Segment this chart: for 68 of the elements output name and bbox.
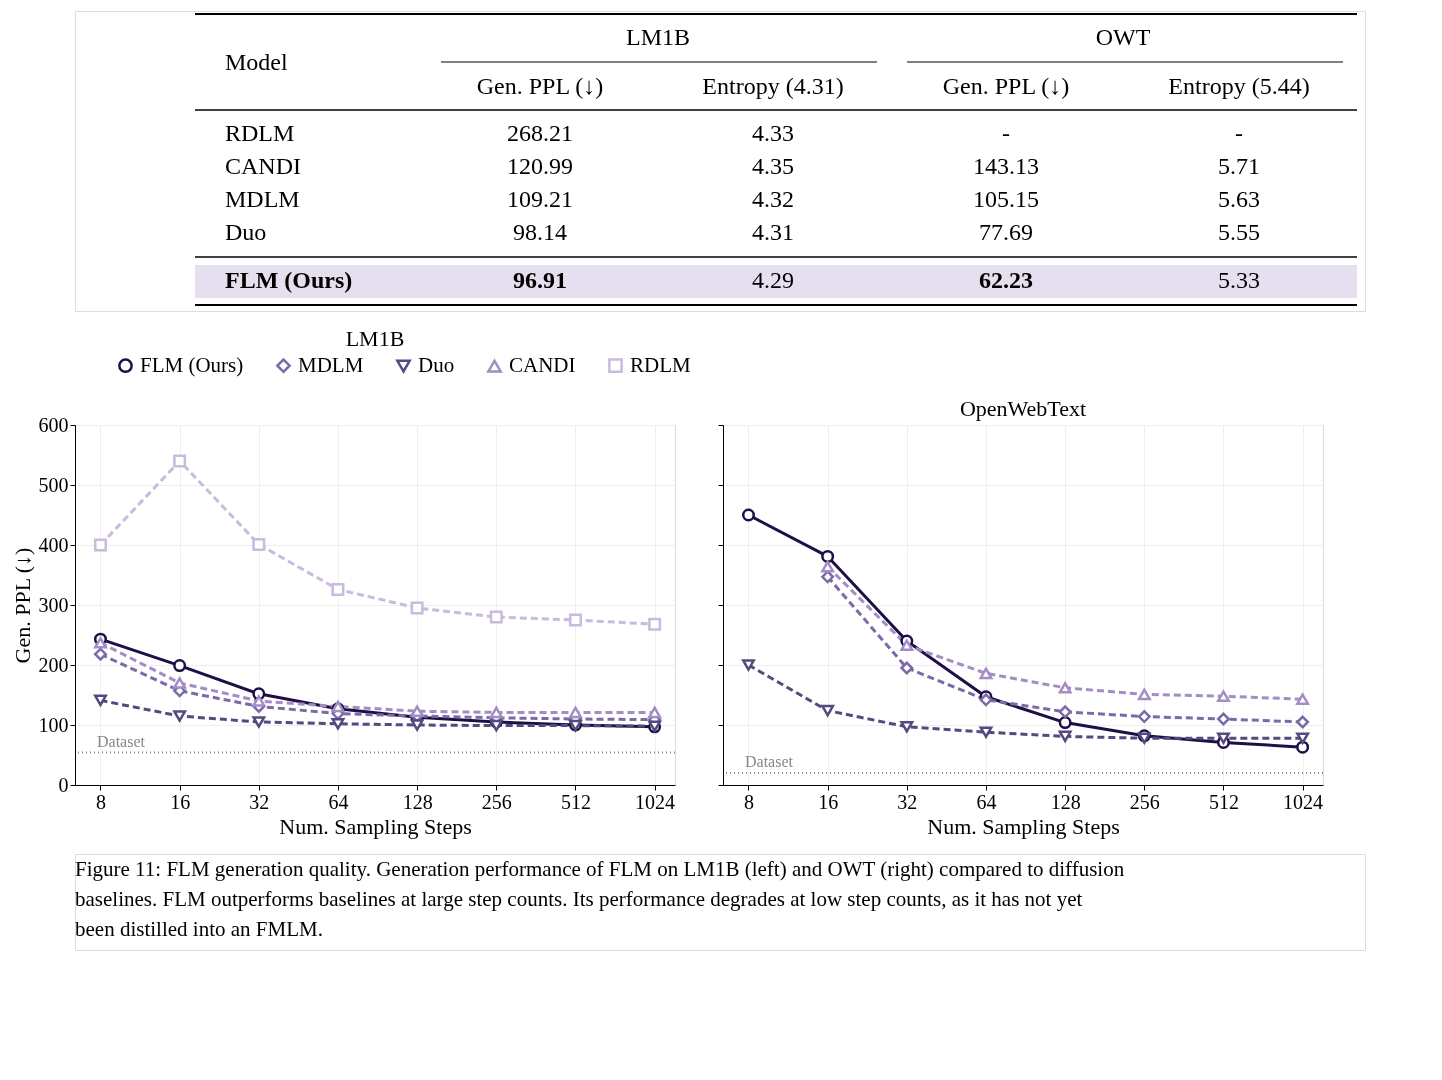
legend-label: Duo [418,353,455,378]
text: 4.31 [752,219,794,245]
text: MDLM [225,186,300,212]
text: 268.21 [507,120,573,146]
chart-title: LM1B [345,326,405,351]
x-tick-label: 512 [1208,790,1239,813]
text: Entropy (5.44) [1168,73,1310,99]
text: FLM (Ours) [225,267,353,293]
text: - [1002,120,1010,146]
text: CANDI [225,153,301,179]
y-tick-label: 300 [38,593,69,616]
x-tick-label: 8 [95,790,106,813]
legend-label: MDLM [298,352,364,377]
y-tick-label: 500 [38,473,69,496]
text: 5.33 [1218,267,1260,293]
x-tick-label: 16 [170,790,191,813]
text: LM1B [625,24,691,50]
x-tick-label: 8 [743,790,754,813]
legend-label: FLM (Ours) [140,352,244,377]
x-axis-title: Num. Sampling Steps [927,813,1120,839]
text: 5.55 [1218,219,1260,245]
ref-line-label: Dataset [97,732,146,750]
text: 4.33 [752,120,794,146]
text: 96.91 [513,267,567,293]
text: 4.32 [752,186,794,212]
x-tick-label: 32 [897,790,918,813]
x-tick-label: 1024 [1283,790,1324,813]
text: RDLM [225,120,295,146]
text: 105.15 [973,186,1039,212]
text: 77.69 [979,219,1033,245]
x-tick-label: 32 [249,790,270,813]
text: 98.14 [513,219,567,245]
text: Model [225,49,288,75]
text: 62.23 [979,267,1033,293]
legend-label: RDLM [630,352,691,377]
y-axis-title: Gen. PPL (↓) [9,547,35,664]
y-tick-label: 100 [38,713,69,736]
legend-label: CANDI [509,353,576,378]
text: 5.63 [1218,186,1260,212]
x-tick-label: 128 [402,790,433,813]
text: 109.21 [507,186,573,212]
text: 4.35 [752,153,794,179]
y-tick-label: 400 [38,533,69,556]
text: OWT [1095,24,1151,50]
text: 143.13 [973,153,1039,179]
text: 4.29 [752,267,794,293]
text: 120.99 [507,153,573,179]
y-tick-label: 0 [58,773,69,796]
x-tick-label: 64 [328,790,349,813]
x-axis-title: Num. Sampling Steps [279,813,472,839]
text: Entropy (4.31) [702,73,844,99]
text: Gen. PPL (↓) [942,73,1070,99]
chart-title: OpenWebText [959,395,1087,421]
x-tick-label: 512 [560,790,591,813]
text: Gen. PPL (↓) [476,73,604,99]
text: 5.71 [1218,153,1260,179]
x-tick-label: 256 [1129,790,1160,813]
x-tick-label: 128 [1050,790,1081,813]
x-tick-label: 1024 [635,790,676,813]
x-tick-label: 256 [481,790,512,813]
ref-line-label: Dataset [745,753,794,770]
text: - [1235,120,1243,146]
x-tick-label: 64 [976,790,997,813]
caption: Figure 11: FLM generation quality. Generation performance of FLM on LM1B (left) and OWT (right) compared to diffusion baselines. FLM outperforms baselines at large step counts. Its performance degrades at low step counts, as it has not yet been distilled into an FMLM. [75,857,1125,941]
y-tick-label: 200 [38,653,69,676]
x-tick-label: 16 [818,790,839,813]
y-tick-label: 600 [38,413,69,436]
text: Duo [225,219,267,245]
